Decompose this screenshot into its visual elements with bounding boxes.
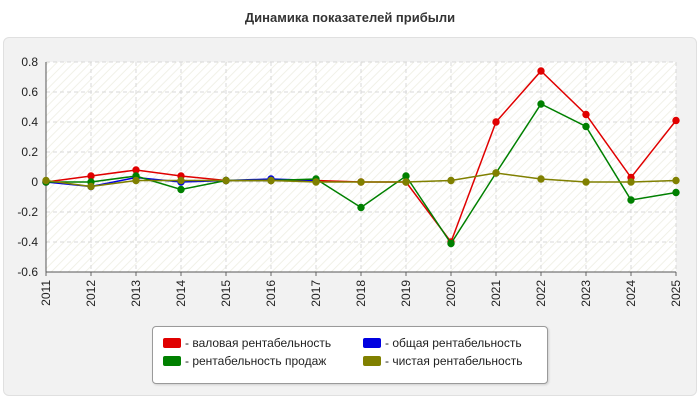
series-point-0 [537, 67, 545, 75]
series-point-3 [402, 178, 410, 186]
series-point-3 [447, 176, 455, 185]
legend-swatch [363, 356, 381, 366]
y-tick-label: -0.2 [17, 205, 38, 219]
x-tick-label: 2025 [669, 280, 683, 307]
series-point-3 [222, 176, 230, 185]
series-point-3 [357, 178, 365, 186]
series-point-3 [672, 176, 680, 185]
x-tick-label: 2023 [579, 280, 593, 307]
legend-item: - рентабельность продаж [163, 353, 326, 369]
series-point-0 [672, 116, 680, 125]
x-tick-label: 2019 [399, 280, 413, 307]
legend-swatch [163, 338, 181, 348]
x-tick-label: 2021 [489, 280, 503, 307]
legend-label: - валовая рентабельность [185, 336, 332, 350]
x-tick-label: 2015 [219, 280, 233, 307]
y-tick-label: -0.4 [17, 235, 38, 249]
series-point-2 [672, 188, 680, 197]
x-tick-label: 2013 [129, 280, 143, 307]
series-point-3 [42, 176, 50, 185]
x-tick-label: 2017 [309, 280, 323, 307]
series-point-0 [132, 166, 140, 174]
y-tick-label: 0.2 [21, 145, 38, 159]
x-tick-label: 2014 [174, 280, 188, 307]
series-point-3 [132, 176, 140, 185]
series-point-2 [177, 185, 185, 194]
series-point-0 [582, 110, 590, 119]
x-tick-label: 2022 [534, 280, 548, 307]
x-tick-label: 2011 [39, 280, 53, 306]
legend-swatch [363, 338, 381, 348]
legend: - валовая рентабельность - общая рентабел… [152, 326, 548, 384]
series-point-3 [312, 178, 320, 186]
series-point-2 [447, 239, 455, 248]
x-tick-label: 2020 [444, 280, 458, 307]
y-tick-label: 0.8 [21, 55, 38, 69]
series-point-2 [357, 203, 365, 212]
series-point-2 [402, 172, 410, 180]
legend-label: - рентабельность продаж [185, 354, 327, 368]
legend-label: - общая рентабельность [385, 336, 522, 350]
y-tick-label: -0.6 [17, 265, 38, 279]
legend-item: - чистая рентабельность [363, 353, 522, 369]
legend-label: - чистая рентабельность [385, 354, 523, 368]
series-point-3 [582, 178, 590, 186]
y-tick-label: 0.6 [21, 85, 38, 99]
series-point-2 [582, 122, 590, 131]
series-point-2 [537, 100, 545, 108]
x-tick-label: 2024 [624, 280, 638, 307]
series-point-3 [177, 176, 185, 185]
x-tick-label: 2012 [84, 280, 98, 307]
series-point-3 [267, 176, 275, 185]
series-point-2 [627, 196, 635, 204]
series-point-0 [87, 172, 95, 180]
series-point-3 [537, 175, 545, 183]
y-tick-label: 0 [31, 175, 38, 189]
legend-swatch [163, 356, 181, 366]
y-tick-label: 0.4 [21, 115, 38, 129]
series-point-3 [492, 169, 500, 177]
x-tick-label: 2018 [354, 280, 368, 307]
legend-item: - валовая рентабельность [163, 335, 331, 351]
series-point-3 [87, 182, 95, 191]
legend-item: - общая рентабельность [363, 335, 522, 351]
x-tick-label: 2016 [264, 280, 278, 307]
series-point-3 [627, 178, 635, 186]
series-point-0 [492, 118, 500, 126]
chart-title: Динамика показателей прибыли [244, 10, 456, 25]
